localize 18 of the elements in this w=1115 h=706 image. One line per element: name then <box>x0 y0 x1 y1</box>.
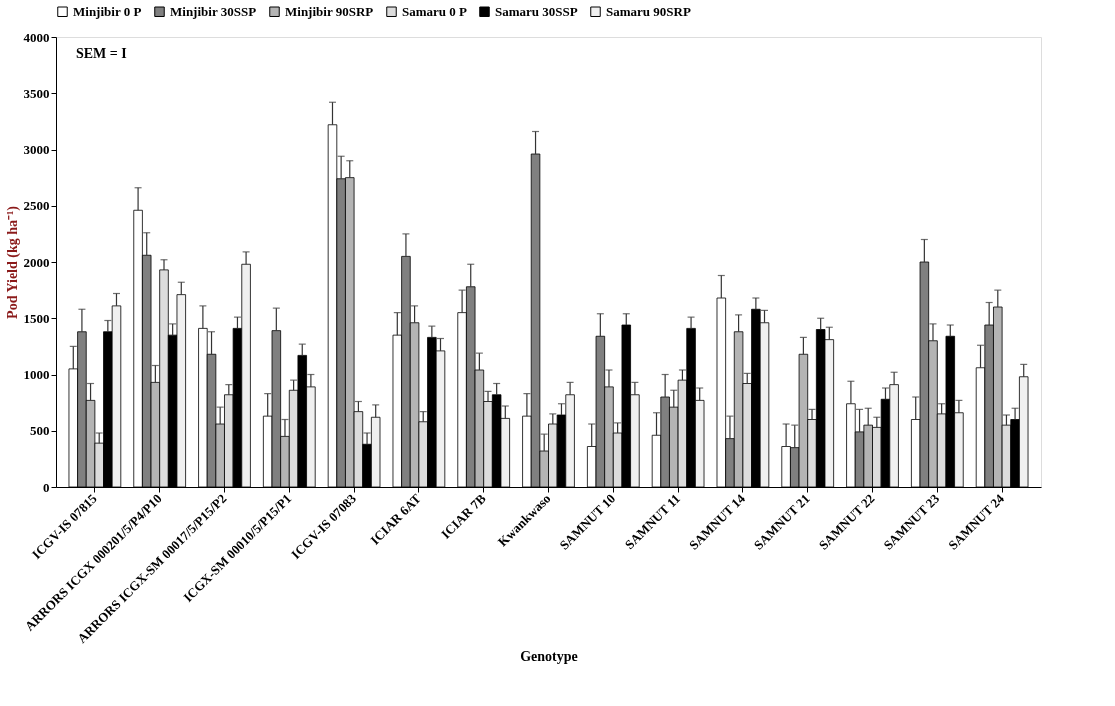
y-axis-title: Pod Yield (kg ha⁻¹) <box>4 205 21 319</box>
legend-label: Minjibir 0 P <box>73 3 142 19</box>
annotation: SEM = I <box>76 46 127 61</box>
y-tick-label: 1500 <box>23 310 50 326</box>
y-tick-label: 2000 <box>23 254 50 270</box>
y-tick-label: 2500 <box>23 198 50 214</box>
y-tick-label: 3000 <box>23 142 50 157</box>
legend-label: Samaru 0 P <box>402 3 468 19</box>
y-tick-label: 4000 <box>23 29 50 45</box>
y-tick-label: 0 <box>43 479 50 495</box>
legend-label: Minjibir 90SRP <box>285 3 374 19</box>
y-tick-label: 500 <box>30 423 50 439</box>
legend-label: Minjibir 30SSP <box>170 3 257 19</box>
legend-label: Samaru 30SSP <box>495 3 578 19</box>
y-tick-label: 3500 <box>23 85 50 101</box>
legend-label: Samaru 90SRP <box>606 3 691 19</box>
x-axis-title: Genotype <box>520 648 578 664</box>
y-tick-label: 1000 <box>23 367 50 382</box>
